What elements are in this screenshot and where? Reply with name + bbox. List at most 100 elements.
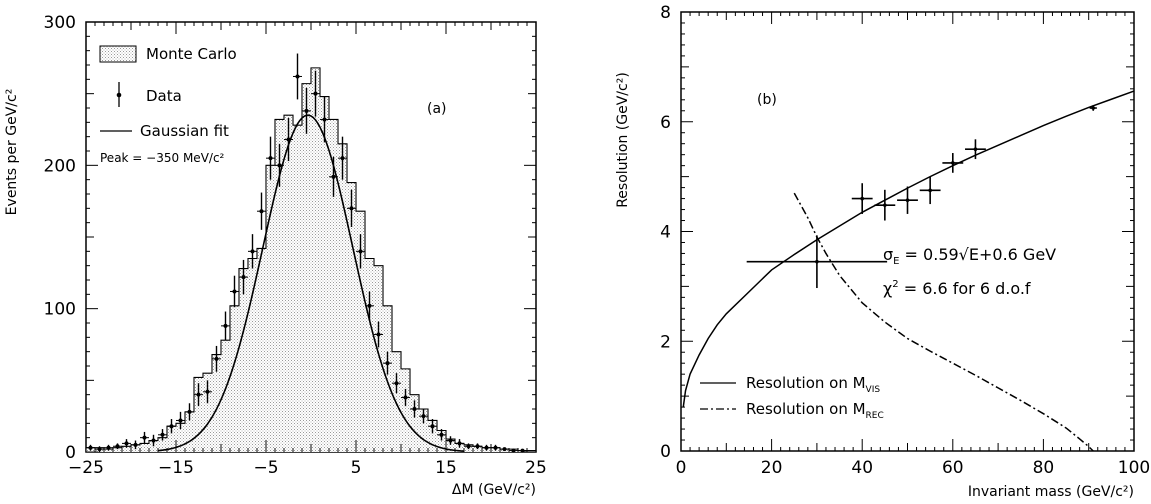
data-point [149, 434, 158, 447]
data-point [104, 444, 113, 451]
legend-vis-label: Resolution on MVIS [746, 374, 880, 395]
data-point [965, 139, 986, 160]
panel-a-xlabel: ΔM (GeV/c²) [452, 482, 536, 498]
panel-b-label: (b) [757, 92, 777, 108]
panel-b: 0 20 40 60 80 100 0 2 4 6 8 Resolution (GeV/c²) In… [615, 3, 1150, 500]
data-point [746, 235, 888, 289]
mc-bin [284, 115, 293, 453]
y-tick-label: 8 [660, 3, 671, 23]
mc-bin [239, 268, 248, 452]
y-tick-label: 200 [44, 156, 76, 176]
data-point [897, 186, 918, 214]
panel-b-ylabel: Resolution (GeV/c²) [615, 72, 631, 208]
mc-bin [293, 125, 302, 452]
data-point [167, 419, 176, 434]
x-tick-label: 80 [1033, 458, 1055, 478]
panel-b-tick-labels: 0 20 40 60 80 100 0 2 4 6 8 [660, 3, 1150, 478]
legend-gaussian-fit-label: Gaussian fit [140, 122, 229, 140]
data-point [509, 448, 518, 453]
y-tick-label: 0 [660, 442, 671, 462]
mc-bin [311, 67, 320, 452]
data-point [275, 143, 284, 187]
y-tick-label: 300 [44, 13, 76, 33]
x-tick-label: −5 [253, 458, 278, 478]
chi2-annotation: χ2 = 6.6 for 6 d.o.f [883, 279, 1031, 298]
x-tick-label: 60 [942, 458, 964, 478]
data-point [302, 87, 311, 134]
y-tick-label: 100 [44, 300, 76, 320]
data-point [230, 275, 239, 308]
x-tick-label: 25 [525, 458, 547, 478]
data-point [194, 383, 203, 407]
mc-bin [113, 447, 122, 452]
resolution-formula: σE = 0.59√E+0.6 GeV [883, 245, 1056, 267]
data-point [374, 321, 383, 348]
mc-bin [428, 420, 437, 452]
data-point [446, 436, 455, 445]
data-point [185, 403, 194, 421]
mc-bin [185, 411, 194, 452]
data-point [203, 380, 212, 404]
data-point [347, 189, 356, 227]
mc-bin [212, 354, 221, 452]
x-tick-label: 0 [676, 458, 687, 478]
data-point [338, 136, 347, 180]
data-point [383, 351, 392, 375]
data-point [401, 388, 410, 407]
data-point [518, 448, 527, 453]
mc-bin [338, 143, 347, 453]
legend-data-marker [116, 82, 122, 107]
mc-bin [320, 96, 329, 453]
data-point [266, 136, 275, 180]
data-point [1089, 105, 1097, 111]
mc-bin [167, 426, 176, 452]
data-point [874, 189, 896, 221]
data-point [329, 156, 338, 197]
mc-bin [122, 446, 131, 452]
panel-a-label: (a) [427, 101, 447, 117]
data-point [419, 409, 428, 424]
mc-bin [527, 450, 536, 452]
data-point [410, 400, 419, 418]
mc-bin [257, 248, 266, 452]
mc-bin [266, 165, 275, 453]
data-point [140, 431, 149, 444]
panel-a-ticks [85, 21, 537, 453]
x-tick-label: 5 [351, 458, 362, 478]
data-point [473, 443, 482, 450]
data-point [257, 192, 266, 230]
data-point [482, 444, 491, 451]
mc-bin [158, 437, 167, 452]
mc-bin [275, 119, 284, 452]
panel-a-ylabel: Events per GeV/c² [4, 89, 20, 216]
mc-bin [410, 394, 419, 452]
data-point [131, 440, 140, 450]
x-tick-label: −25 [68, 458, 104, 478]
panel-a-gaussian-fit [157, 114, 465, 452]
data-point [86, 444, 95, 451]
data-point [113, 443, 122, 450]
data-point [491, 444, 500, 451]
mc-bin [176, 423, 185, 452]
mc-bin [329, 119, 338, 452]
x-tick-label: −15 [158, 458, 194, 478]
data-point [851, 183, 873, 214]
y-tick-label: 4 [660, 223, 671, 243]
panel-b-curves [682, 90, 1135, 452]
data-point [365, 291, 374, 321]
panel-b-data-points [746, 105, 1097, 289]
data-point [919, 176, 941, 205]
y-tick-label: 2 [660, 332, 671, 352]
x-tick-label: 15 [435, 458, 457, 478]
mc-bin [365, 258, 374, 452]
peak-annotation: Peak = −350 MeV/c² [100, 151, 225, 165]
legend-monte-carlo-label: Monte Carlo [146, 45, 237, 63]
mc-bin [374, 265, 383, 452]
panel-b-ticks [680, 11, 1135, 452]
mc-bin [437, 430, 446, 452]
mc-bin [248, 258, 257, 452]
data-point [437, 429, 446, 441]
mc-bin [383, 305, 392, 452]
y-tick-label: 0 [65, 443, 76, 463]
